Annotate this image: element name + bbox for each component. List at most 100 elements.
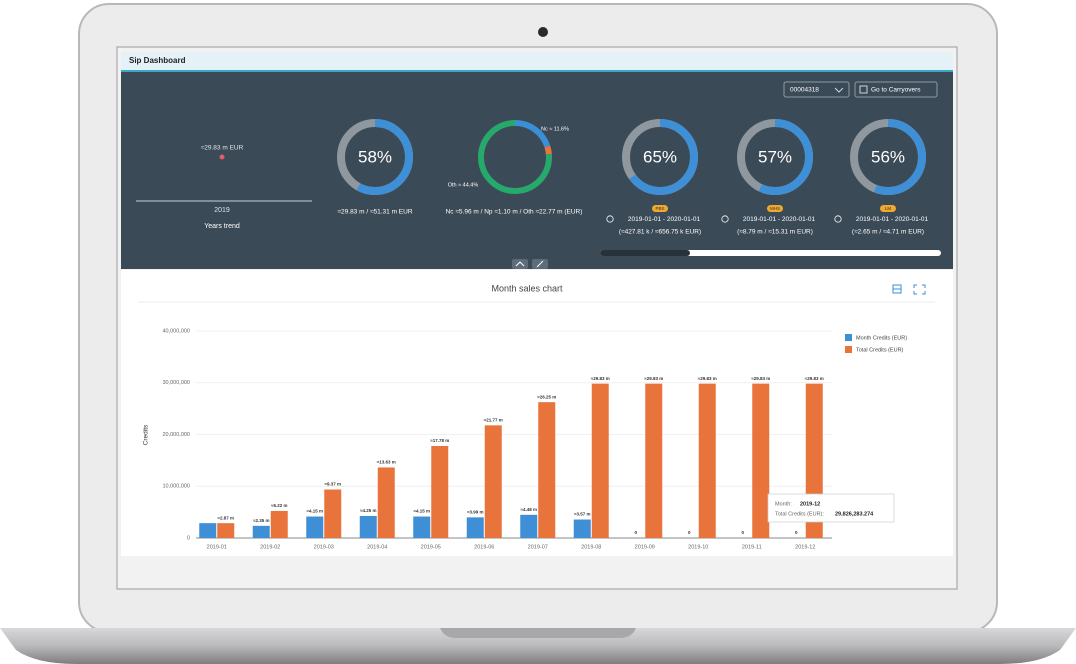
clock-icon bbox=[834, 215, 842, 223]
y-tick-label: 40,000,000 bbox=[162, 328, 190, 334]
data-label: ≈29.83 m bbox=[644, 376, 663, 381]
data-label: ≈4.15 m bbox=[414, 509, 430, 514]
bar bbox=[591, 383, 609, 538]
gauge-arc bbox=[850, 119, 926, 195]
x-tick-label: 2019-11 bbox=[742, 544, 762, 550]
camera bbox=[538, 27, 548, 37]
period: 2019-01-01 - 2020-01-01 bbox=[628, 216, 701, 223]
bar bbox=[698, 383, 716, 538]
trend-year: 2019 bbox=[214, 207, 230, 214]
data-label: ≈4.25 m bbox=[360, 508, 376, 513]
bar bbox=[252, 525, 270, 538]
gauge-arc bbox=[622, 119, 698, 195]
tooltip-value: 2019-12 bbox=[800, 501, 820, 507]
clock-icon bbox=[606, 215, 614, 223]
bar bbox=[359, 516, 377, 538]
data-label: ≈29.83 m bbox=[805, 376, 824, 381]
collapse-button[interactable] bbox=[512, 259, 528, 269]
data-label: ≈3.57 m bbox=[574, 512, 590, 517]
tooltip-key: Month: bbox=[775, 501, 792, 507]
data-label: ≈29.83 m bbox=[698, 376, 717, 381]
carryover-button[interactable] bbox=[854, 81, 938, 98]
data-label: ≈2.35 m bbox=[253, 518, 269, 523]
badge-label: PBS bbox=[655, 206, 664, 211]
bar bbox=[306, 516, 324, 538]
bar bbox=[520, 514, 538, 538]
data-label: ≈13.63 m bbox=[377, 460, 396, 465]
gauge-percent: 57% bbox=[758, 147, 792, 166]
data-label: ≈5.22 m bbox=[271, 503, 287, 508]
legend-swatch bbox=[845, 334, 852, 341]
bar bbox=[484, 425, 502, 538]
external-icon bbox=[859, 85, 868, 94]
kpi-panel bbox=[121, 72, 953, 269]
tooltip-value: 29,826,283.274 bbox=[835, 511, 874, 517]
scrollbar-thumb[interactable] bbox=[600, 250, 690, 256]
x-tick-label: 2019-06 bbox=[474, 544, 494, 550]
selector[interactable] bbox=[783, 81, 850, 98]
gauge-arc bbox=[337, 119, 413, 195]
data-label: ≈26.25 m bbox=[537, 394, 556, 399]
y-tick-label: 20,000,000 bbox=[162, 432, 190, 438]
trend-caption: Years trend bbox=[204, 223, 240, 230]
data-label: ≈4.48 m bbox=[521, 507, 537, 512]
x-tick-label: 2019-01 bbox=[207, 544, 227, 550]
chart-title: Month sales chart bbox=[491, 283, 563, 293]
bar bbox=[199, 523, 217, 538]
clock-icon bbox=[721, 215, 729, 223]
x-tick-label: 2019-02 bbox=[260, 544, 280, 550]
y-axis-title: Credits bbox=[143, 424, 150, 445]
bar bbox=[538, 402, 556, 538]
data-label: 0 bbox=[634, 530, 637, 535]
collapse-icon bbox=[515, 261, 525, 267]
data-label: ≈17.78 m bbox=[430, 438, 449, 443]
bar bbox=[466, 517, 484, 538]
bar bbox=[431, 445, 449, 538]
badge bbox=[880, 205, 896, 212]
badge-label: LM bbox=[885, 206, 892, 211]
bar bbox=[645, 383, 663, 538]
x-tick-label: 2019-09 bbox=[635, 544, 655, 550]
gauge-arc bbox=[737, 119, 813, 195]
tooltip bbox=[767, 493, 895, 523]
donut-segment bbox=[478, 120, 552, 194]
x-tick-label: 2019-03 bbox=[314, 544, 334, 550]
bar bbox=[324, 489, 342, 538]
gauge-percent: 65% bbox=[643, 147, 677, 166]
gauge-percent: 56% bbox=[871, 147, 905, 166]
bar bbox=[217, 523, 235, 538]
trend-value: ≈29.83 m EUR bbox=[201, 145, 244, 152]
data-label: 0 bbox=[741, 530, 744, 535]
donut-label: Nc ≈ 11.6% bbox=[541, 126, 569, 132]
y-tick-label: 30,000,000 bbox=[162, 380, 190, 386]
donut-label: Oth ≈ 44.4% bbox=[448, 182, 479, 188]
pin-icon bbox=[536, 260, 544, 268]
y-tick-label: 0 bbox=[187, 535, 190, 541]
data-label: ≈29.83 m bbox=[591, 376, 610, 381]
tooltip-key: Total Credits (EUR): bbox=[775, 511, 824, 517]
fullscreen-button[interactable] bbox=[913, 284, 926, 295]
header-rule bbox=[121, 70, 953, 72]
laptop-base bbox=[0, 628, 1076, 664]
gauge-caption: ≈29.83 m / ≈51.31 m EUR bbox=[337, 209, 412, 216]
bar bbox=[573, 519, 591, 538]
selector-value: 00004318 bbox=[790, 87, 819, 94]
data-label: 0 bbox=[795, 530, 798, 535]
bar bbox=[377, 467, 395, 538]
x-tick-label: 2019-04 bbox=[367, 544, 387, 550]
amounts: (≈2.65 m / ≈4.71 m EUR) bbox=[852, 229, 924, 236]
bar bbox=[413, 516, 431, 538]
app-title: Sip Dashboard bbox=[129, 56, 186, 65]
data-label: ≈29.83 m bbox=[751, 376, 770, 381]
x-tick-label: 2019-08 bbox=[581, 544, 601, 550]
x-tick-label: 2019-05 bbox=[421, 544, 441, 550]
period: 2019-01-01 - 2020-01-01 bbox=[856, 216, 929, 223]
data-label: 0 bbox=[688, 530, 691, 535]
trend-point bbox=[219, 154, 225, 160]
legend-label: Month Credits (EUR) bbox=[856, 335, 907, 341]
badge bbox=[767, 205, 783, 212]
app-header bbox=[121, 52, 953, 70]
data-label: ≈21.77 m bbox=[484, 418, 503, 423]
